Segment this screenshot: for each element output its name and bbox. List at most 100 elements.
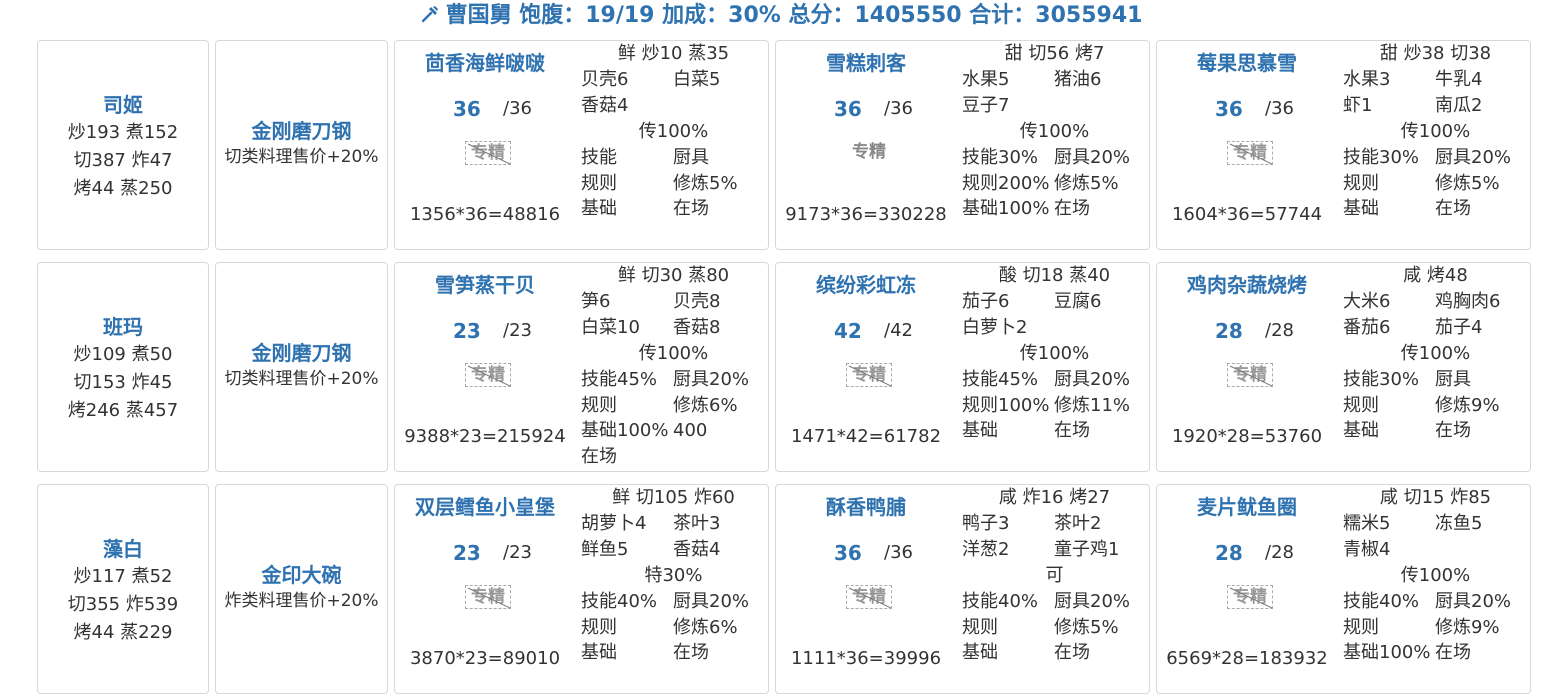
recipe-quantity[interactable]: 36 [834, 541, 862, 565]
recipe-quantity[interactable]: 36 [453, 97, 481, 121]
recipe-info-left: 基础 [1343, 420, 1379, 441]
recipe-info-text: 咸 切15 炸85 [1379, 487, 1492, 508]
recipe-info-line: 在场 [581, 444, 766, 470]
recipe-info-right: 修炼9% [1435, 395, 1500, 416]
recipe-max-quantity: /36 [884, 98, 913, 119]
recipe-info-left: 贝壳6 [581, 69, 629, 90]
chef-name[interactable]: 司姬 [103, 93, 143, 117]
recipe-info-left: 虾1 [1343, 95, 1373, 116]
recipe-card[interactable]: 酥香鸭脯 36 /36 专精 1111*36=39996 咸 炸16 烤27 鸭… [775, 484, 1150, 694]
chef-skill-stats: 切153 炸45 [73, 372, 173, 393]
recipe-name[interactable]: 缤纷彩虹冻 [816, 273, 916, 297]
recipe-info-right: 修炼5% [673, 173, 738, 194]
recipe-card[interactable]: 麦片鱿鱼圈 28 /28 专精 6569*28=183932 咸 切15 炸85… [1156, 484, 1531, 694]
recipe-info-right: 猪油6 [1054, 69, 1102, 90]
recipe-name[interactable]: 麦片鱿鱼圈 [1197, 495, 1297, 519]
equipment-card[interactable]: 金印大碗 炸类料理售价+20% [215, 484, 388, 694]
mastery-badge[interactable]: 专精 [846, 585, 892, 609]
recipe-card[interactable]: 双层鳕鱼小皇堡 23 /23 专精 3870*23=89010 鲜 切105 炸… [394, 484, 769, 694]
chef-card[interactable]: 班玛 炒109 煮50 切153 炸45 烤246 蒸457 [37, 262, 209, 472]
recipe-info-right: 鸡胸肉6 [1435, 291, 1501, 312]
recipe-quantity[interactable]: 23 [453, 541, 481, 565]
recipe-info-line: 甜 切56 烤7 [962, 41, 1147, 67]
recipe-card[interactable]: 鸡肉杂蔬烧烤 28 /28 专精 1920*28=53760 咸 烤48 大米6… [1156, 262, 1531, 472]
recipe-score-formula: 1471*42=61782 [790, 426, 942, 447]
recipe-info-line: 技能40% 厨具20% [1343, 589, 1528, 615]
recipe-info-line: 胡萝卜4 茶叶3 [581, 511, 766, 537]
recipe-name[interactable]: 鸡肉杂蔬烧烤 [1187, 273, 1307, 297]
recipe-quantity[interactable]: 28 [1215, 319, 1243, 343]
recipe-card[interactable]: 莓果思慕雪 36 /36 专精 1604*36=57744 甜 炒38 切38 … [1156, 40, 1531, 250]
mastery-badge[interactable]: 专精 [465, 141, 511, 165]
recipe-info-left: 在场 [581, 446, 617, 467]
recipe-info-line: 鸭子3 茶叶2 [962, 511, 1147, 537]
recipe-info-right: 厨具20% [1054, 147, 1131, 168]
recipe-card[interactable]: 雪糕刺客 36 /36 专精 9173*36=330228 甜 切56 烤7 水… [775, 40, 1150, 250]
recipe-info-left: 青椒4 [1343, 539, 1391, 560]
mastery-badge[interactable]: 专精 [1227, 363, 1273, 387]
recipe-name[interactable]: 雪糕刺客 [826, 51, 906, 75]
recipe-info-line: 咸 切15 炸85 [1343, 485, 1528, 511]
mastery-badge[interactable]: 专精 [465, 585, 511, 609]
recipe-info-line: 传100% [1343, 119, 1528, 145]
recipe-card[interactable]: 雪笋蒸干贝 23 /23 专精 9388*23=215924 鲜 切30 蒸80… [394, 262, 769, 472]
recipe-info-line: 笋6 贝壳8 [581, 289, 766, 315]
equipment-name[interactable]: 金刚磨刀钢 [251, 341, 352, 365]
recipe-info-line: 咸 烤48 [1343, 263, 1528, 289]
recipe-info-right: 厨具20% [1054, 591, 1131, 612]
recipe-info-right: 在场 [1435, 420, 1471, 441]
recipe-info-line: 技能40% 厨具20% [581, 589, 766, 615]
recipe-quantity[interactable]: 23 [453, 319, 481, 343]
recipe-card[interactable]: 缤纷彩虹冻 42 /42 专精 1471*42=61782 酸 切18 蒸40 … [775, 262, 1150, 472]
chef-card[interactable]: 司姬 炒193 煮152 切387 炸47 烤44 蒸250 [37, 40, 209, 250]
recipe-info-line: 技能30% 厨具 [1343, 367, 1528, 393]
recipe-quantity[interactable]: 28 [1215, 541, 1243, 565]
equipment-name[interactable]: 金刚磨刀钢 [251, 119, 352, 143]
recipe-info-right: 茶叶3 [673, 513, 721, 534]
recipe-info-line: 规则 修炼6% [581, 615, 766, 641]
recipe-card[interactable]: 茴香海鲜啵啵 36 /36 专精 1356*36=48816 鲜 炒10 蒸35… [394, 40, 769, 250]
recipe-info-line: 白菜10 香菇8 [581, 315, 766, 341]
recipe-info-left: 糯米5 [1343, 513, 1391, 534]
recipe-name[interactable]: 双层鳕鱼小皇堡 [415, 495, 555, 519]
recipe-max-quantity: /28 [1265, 542, 1294, 563]
recipe-info-line: 基础 在场 [962, 418, 1147, 444]
equipment-name[interactable]: 金印大碗 [261, 563, 342, 587]
chef-skill-stats: 烤246 蒸457 [67, 400, 179, 421]
recipe-info-line: 规则200% 修炼5% [962, 171, 1147, 197]
recipe-info-line: 传100% [1343, 563, 1528, 589]
recipe-name[interactable]: 莓果思慕雪 [1197, 51, 1297, 75]
recipe-info-left: 鲜鱼5 [581, 539, 629, 560]
recipe-info-line: 鲜 炒10 蒸35 [581, 41, 766, 67]
mastery-badge[interactable]: 专精 [1227, 585, 1273, 609]
mastery-badge[interactable]: 专精 [846, 363, 892, 387]
recipe-info-text: 鲜 切30 蒸80 [617, 265, 730, 286]
mastery-badge[interactable]: 专精 [1227, 141, 1273, 165]
recipe-info-line: 规则100% 修炼11% [962, 393, 1147, 419]
recipe-name[interactable]: 酥香鸭脯 [826, 495, 906, 519]
recipe-summary: 麦片鱿鱼圈 28 /28 专精 6569*28=183932 [1157, 485, 1337, 693]
recipe-name[interactable]: 雪笋蒸干贝 [435, 273, 535, 297]
recipe-quantity[interactable]: 36 [1215, 97, 1243, 121]
equipment-card[interactable]: 金刚磨刀钢 切类料理售价+20% [215, 262, 388, 472]
pin-icon [420, 4, 440, 24]
recipe-info-left: 基础 [962, 420, 998, 441]
recipe-summary: 雪糕刺客 36 /36 专精 9173*36=330228 [776, 41, 956, 249]
chef-card[interactable]: 藻白 炒117 煮52 切355 炸539 烤44 蒸229 [37, 484, 209, 694]
recipe-info-left: 技能40% [581, 591, 658, 612]
recipe-info-line: 传100% [581, 341, 766, 367]
chef-name[interactable]: 藻白 [103, 537, 143, 561]
recipe-info-line: 基础 在场 [1343, 418, 1528, 444]
recipe-quantity[interactable]: 42 [834, 319, 862, 343]
recipe-info-line: 甜 炒38 切38 [1343, 41, 1528, 67]
recipe-info-line: 糯米5 冻鱼5 [1343, 511, 1528, 537]
mastery-badge[interactable]: 专精 [846, 141, 892, 165]
equipment-card[interactable]: 金刚磨刀钢 切类料理售价+20% [215, 40, 388, 250]
recipe-info-line: 基础 在场 [962, 640, 1147, 666]
mastery-badge[interactable]: 专精 [465, 363, 511, 387]
chef-name[interactable]: 班玛 [103, 315, 143, 339]
recipe-info-left: 规则 [1343, 173, 1379, 194]
recipe-quantity[interactable]: 36 [834, 97, 862, 121]
recipe-info-right: 香菇8 [673, 317, 721, 338]
recipe-name[interactable]: 茴香海鲜啵啵 [425, 51, 545, 75]
